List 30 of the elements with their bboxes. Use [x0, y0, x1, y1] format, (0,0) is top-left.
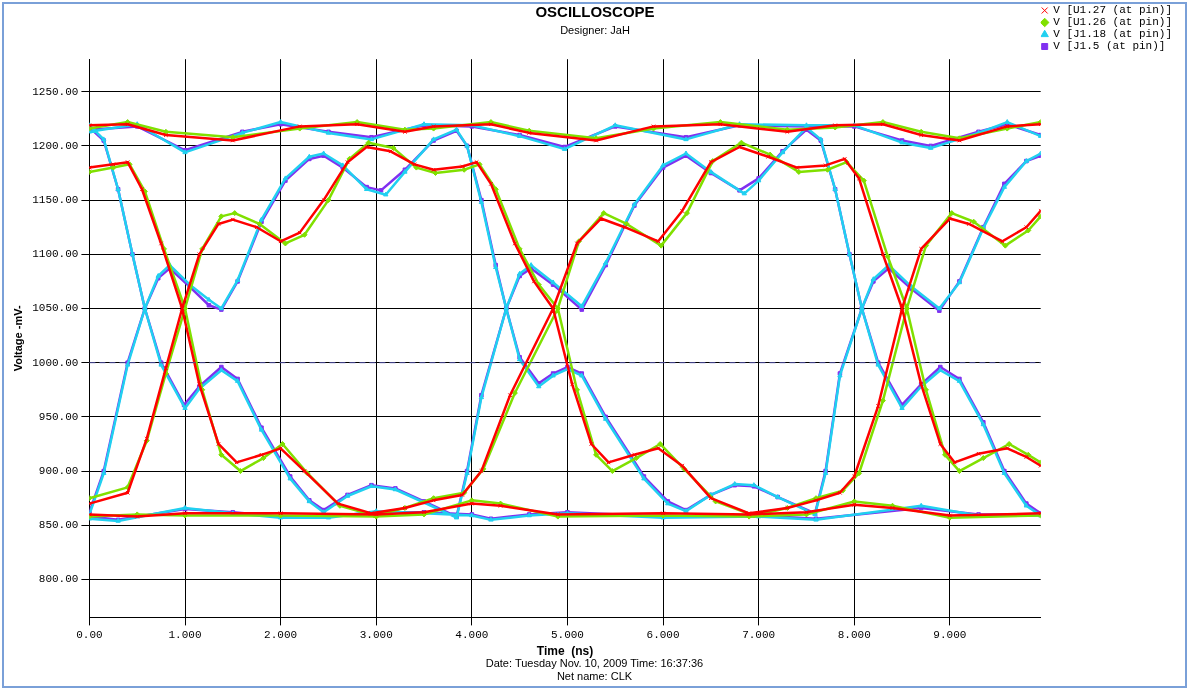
y-tick-label: 1050.00: [32, 302, 79, 315]
y-tick-label: 1100.00: [32, 248, 79, 261]
x-tick-label: 7.000: [742, 628, 776, 641]
x-tick-label: 3.000: [359, 628, 393, 641]
y-tick-label: 800.00: [38, 573, 79, 586]
y-tick-label: 1200.00: [32, 139, 79, 152]
y-tick-label: 1250.00: [32, 85, 79, 98]
legend-label: V [U1.26 (at pin)]: [1053, 16, 1173, 29]
y-axis-title: Voltage -mV-: [11, 305, 24, 372]
x-tick-label: 1.000: [168, 628, 202, 641]
chart-subtitle: Designer: JaH: [560, 23, 630, 36]
y-tick-label: 950.00: [38, 410, 79, 423]
text: Date: Tuesday Nov. 10, 2009 Time: 16:37:36: [484, 657, 705, 670]
x-tick-label: 6.000: [646, 628, 680, 641]
x-tick-label: 5.000: [550, 628, 584, 641]
legend-label: V [J1.18 (at pin)]: [1053, 28, 1173, 41]
y-tick-label: 1150.00: [32, 194, 79, 207]
x-tick-label: 2.000: [264, 628, 298, 641]
x-tick-label: 9.000: [933, 628, 967, 641]
y-tick-label: 900.00: [38, 464, 79, 477]
legend-label: V [U1.27 (at pin)]: [1053, 4, 1173, 17]
y-tick-label: 850.00: [38, 519, 79, 532]
chart-title: OSCILLOSCOPE: [535, 3, 655, 21]
text: Net name: CLK: [555, 670, 634, 683]
x-tick-label: 8.000: [837, 628, 871, 641]
y-tick-label: 1000.00: [32, 356, 79, 369]
x-tick-label: 4.000: [455, 628, 489, 641]
legend-label: V [J1.5 (at pin)]: [1053, 40, 1166, 53]
x-axis-title: Time (ns): [536, 644, 594, 659]
x-tick-label: 0.00: [76, 628, 103, 641]
